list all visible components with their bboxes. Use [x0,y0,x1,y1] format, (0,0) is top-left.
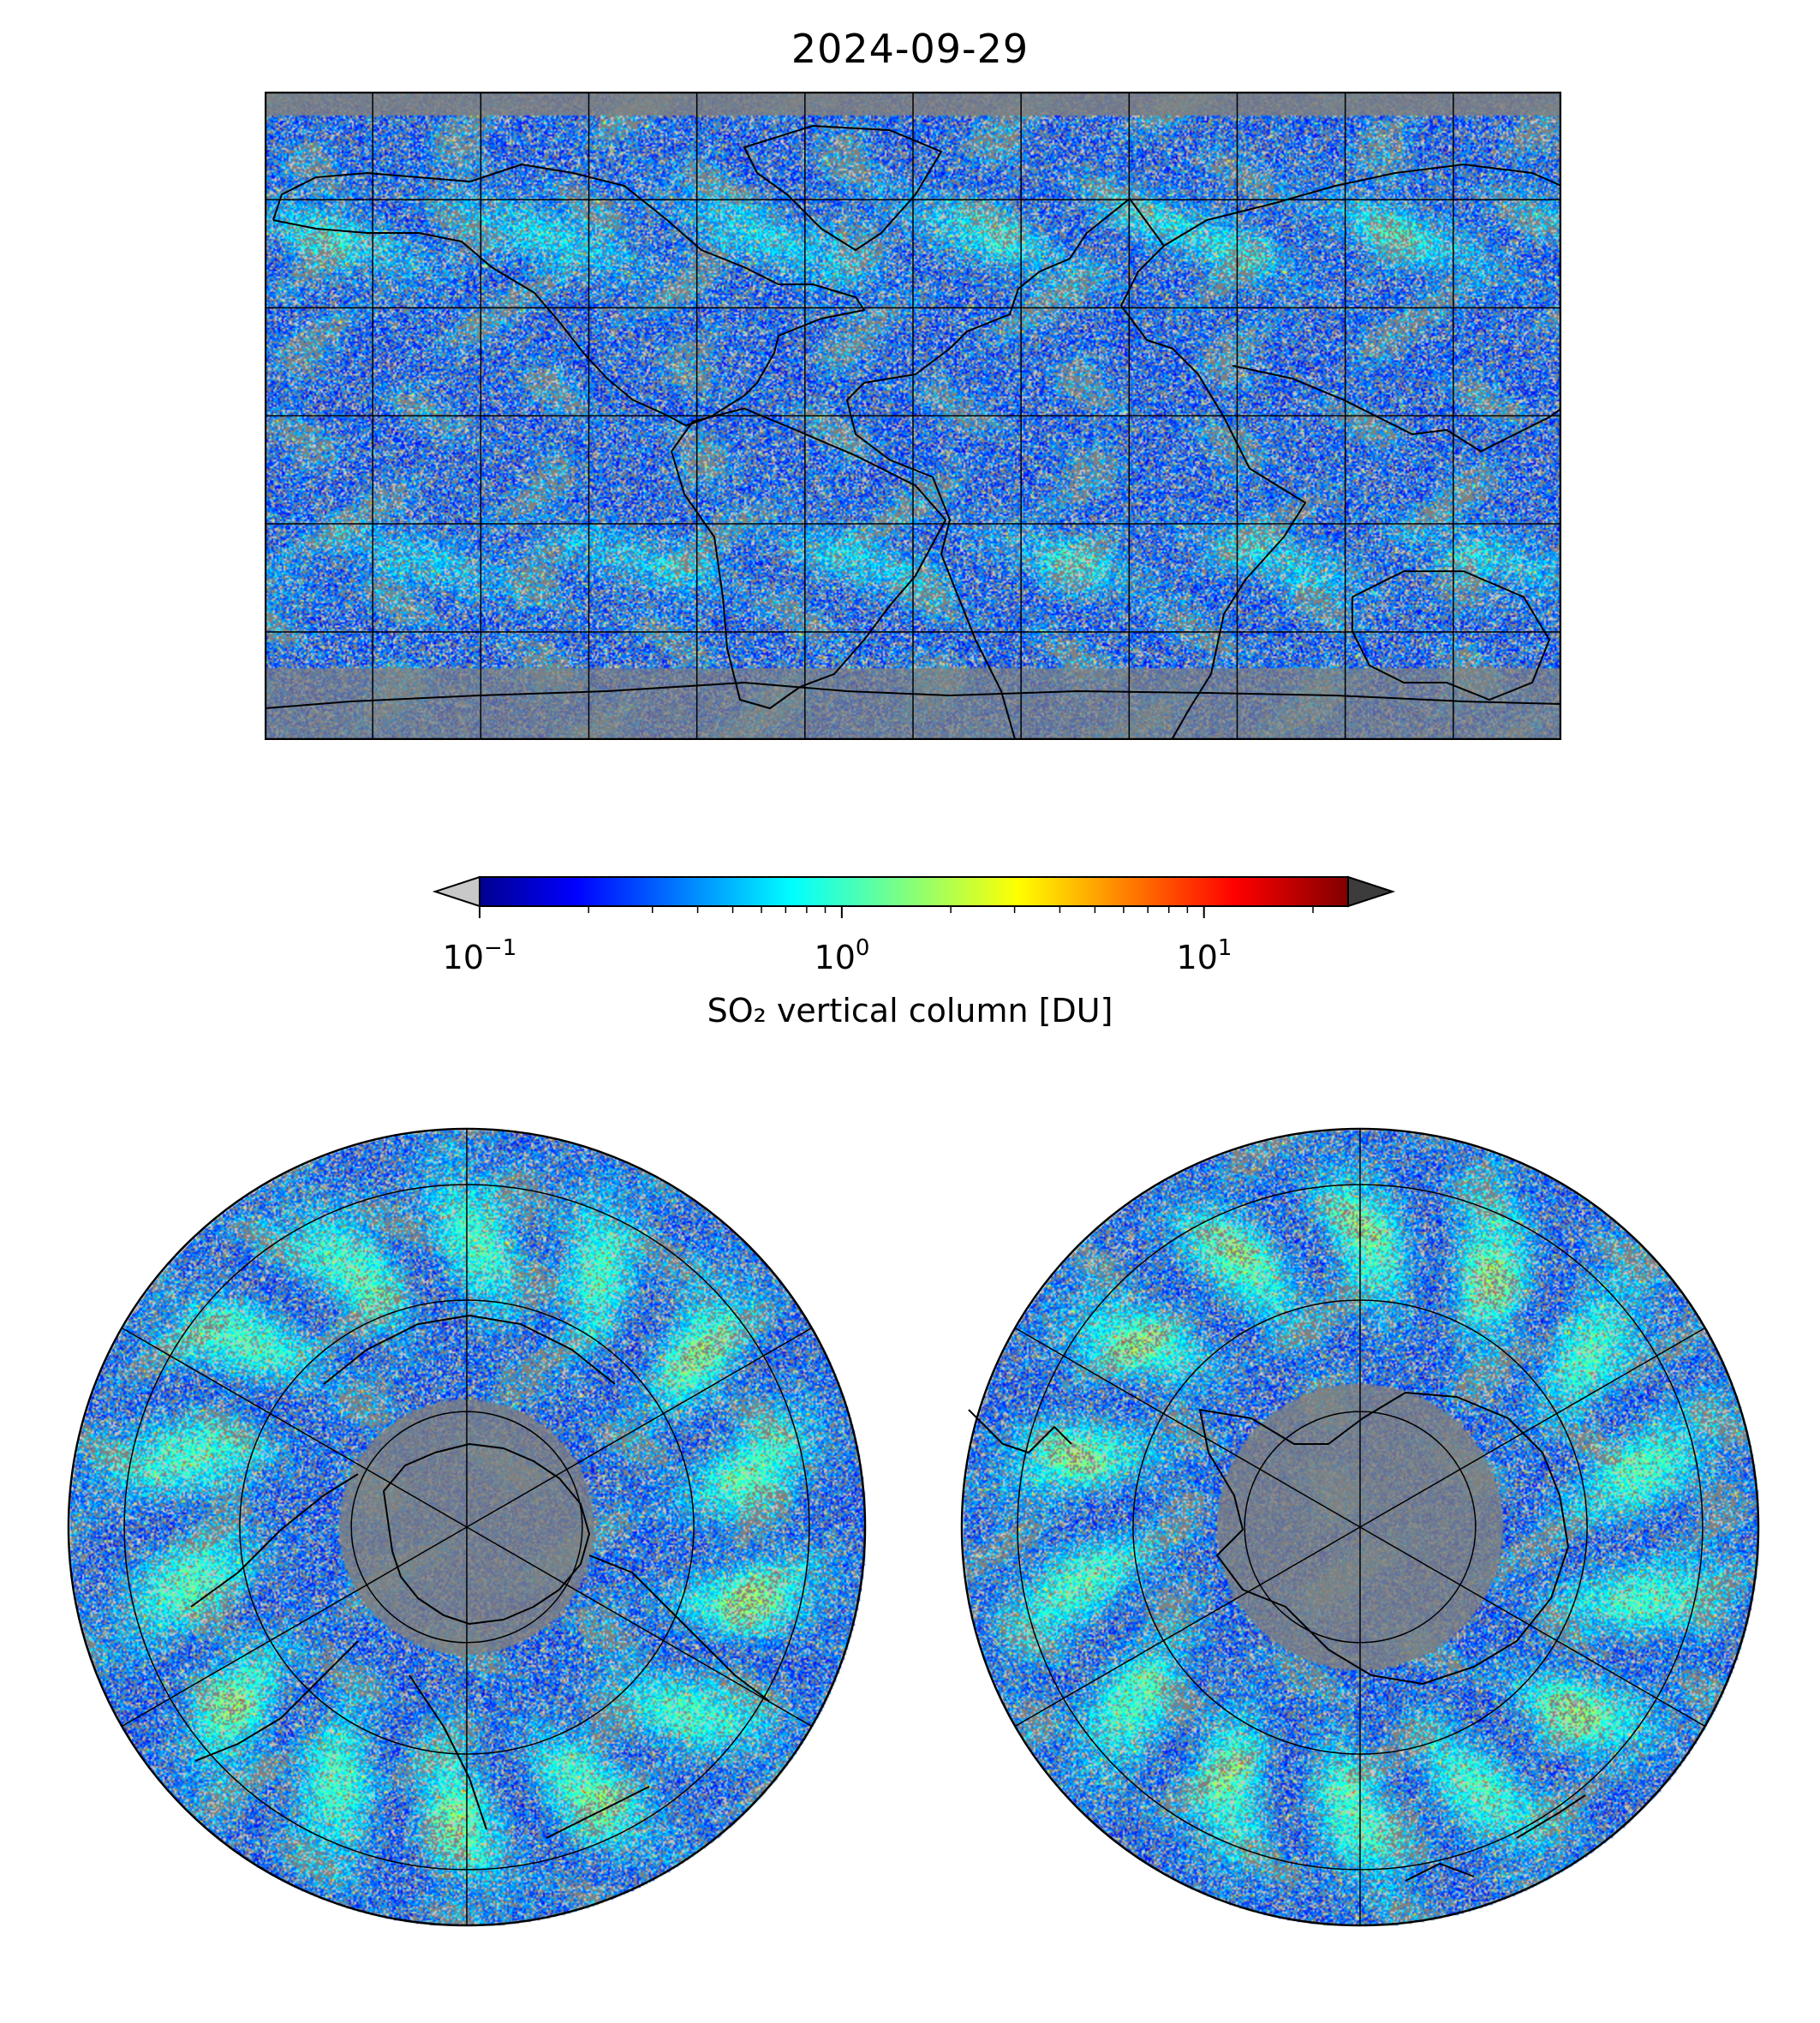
south-polar-overlay [960,1127,1760,1927]
meridian-line [121,1327,468,1528]
siberia-coast [323,1315,616,1385]
antarctica-coast [265,682,1561,709]
colorbar-ticks [479,906,1314,918]
south-polar-map [960,1127,1760,1927]
meridian-line [1359,1526,1706,1728]
meridian-line [466,1526,813,1728]
world-gridlines [265,92,1561,740]
colorbar-over-extension [1347,875,1396,908]
colorbar-gradient [479,876,1349,907]
new-zealand-coast [1405,1863,1475,1882]
north-america-coast [272,164,865,427]
north-polar-gridlines [121,1129,813,1925]
antarctica-coast [1199,1392,1569,1685]
colorbar-label: SO₂ vertical column [DU] [707,992,1113,1029]
alaska-coast [272,172,471,221]
world-map [265,92,1561,740]
eurasia-coast [588,1555,770,1702]
north-polar-coastlines [190,1315,770,1839]
world-map-border [265,92,1561,740]
north-polar-overlay [67,1127,867,1927]
colorbar [432,875,1396,918]
europe-coast [409,1674,650,1839]
asia-coast [1163,164,1561,247]
world-map-overlay [265,92,1561,740]
colorbar-tick-label-0: 10−1 [442,935,517,976]
colorbar-under-extension [432,875,480,908]
australia-coast [1516,1794,1586,1839]
north-polar-map [67,1127,867,1927]
south-america-coast [968,1409,1072,1453]
world-coastlines [265,125,1561,740]
north-america-coast [190,1473,359,1762]
meridian-line [1014,1327,1361,1528]
north-polar-border [67,1127,867,1927]
greenland-coast [743,125,942,251]
south-america-coast [671,408,946,709]
meridian-line [1014,1526,1361,1728]
figure-title: 2024-09-29 [791,26,1029,72]
colorbar-tick-label-2: 101 [1176,935,1232,976]
south-polar-gridlines [1014,1129,1706,1925]
south-polar-border [960,1127,1760,1927]
europe-africa-coast [846,198,1306,740]
meridian-line [121,1526,468,1728]
meridian-line [1359,1327,1706,1528]
south-polar-coastlines [968,1392,1586,1882]
asia-south-coast [1232,365,1561,452]
greenland-coast [383,1443,590,1625]
colorbar-tick-label-1: 100 [814,935,870,976]
meridian-line [466,1327,813,1528]
australia-coast [1352,570,1550,701]
